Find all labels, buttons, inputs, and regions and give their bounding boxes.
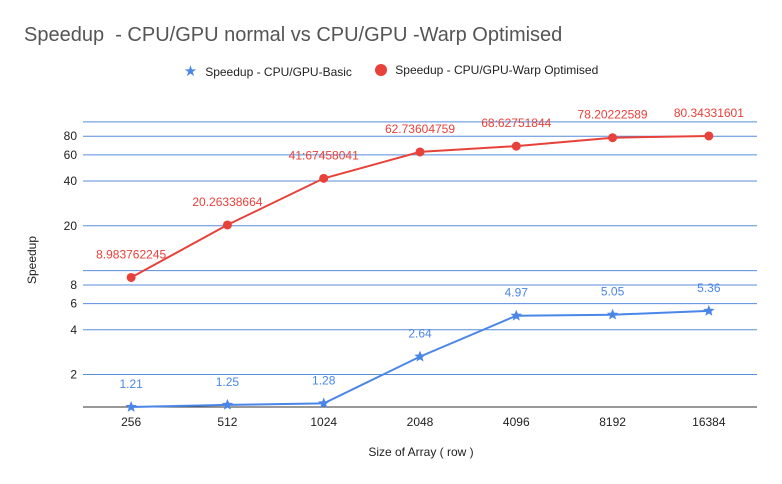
data-label: 1.25 bbox=[216, 375, 240, 389]
data-label: 2.64 bbox=[408, 327, 432, 341]
data-label: 1.21 bbox=[119, 377, 143, 391]
legend-label-warp: Speedup - CPU/GPU-Warp Optimised bbox=[395, 63, 599, 77]
data-point-star bbox=[606, 308, 619, 320]
data-point-star bbox=[221, 398, 234, 410]
data-point-circle bbox=[704, 131, 714, 141]
data-labels: 1.21 1.25 1.28 2.64 4.97 5.05 5.36 8.983762245 2… bbox=[96, 106, 744, 391]
data-label: 68:62751844 bbox=[481, 116, 551, 130]
circle-icon bbox=[375, 64, 388, 76]
data-label: 62.73604759 bbox=[385, 122, 455, 136]
y-tick-label: 2 bbox=[70, 368, 77, 382]
x-tick-label: 512 bbox=[217, 415, 237, 429]
data-label: 8.983762245 bbox=[96, 247, 166, 261]
data-point-circle bbox=[222, 220, 232, 230]
x-tick-label: 1024 bbox=[310, 415, 337, 429]
gridlines bbox=[83, 121, 757, 408]
x-axis-ticks: 256 512 1024 2048 4096 8192 16384 bbox=[121, 415, 726, 429]
data-point-circle bbox=[415, 147, 425, 157]
data-label: 41:67458041 bbox=[289, 148, 359, 162]
data-point-star bbox=[414, 350, 426, 362]
data-point-circle bbox=[608, 133, 618, 143]
x-tick-label: 2048 bbox=[407, 415, 434, 429]
data-point-circle bbox=[126, 272, 136, 282]
data-label: 5.36 bbox=[697, 281, 721, 295]
y-tick-label: 80 bbox=[64, 129, 78, 143]
data-point-star bbox=[318, 397, 330, 409]
y-tick-label: 40 bbox=[64, 174, 78, 188]
data-label: 4.97 bbox=[505, 286, 529, 300]
data-label: 78.20222589 bbox=[578, 108, 648, 122]
data-label: 1.28 bbox=[312, 373, 336, 387]
data-point-circle bbox=[511, 141, 521, 151]
x-tick-label: 8192 bbox=[599, 415, 626, 429]
data-label: 5.05 bbox=[601, 285, 625, 299]
data-point-star bbox=[510, 309, 522, 321]
data-point-circle bbox=[319, 173, 329, 183]
legend-label-basic: Speedup - CPU/GPU-Basic bbox=[205, 65, 352, 79]
y-tick-label: 8 bbox=[70, 278, 77, 292]
x-tick-label: 256 bbox=[121, 415, 141, 429]
data-point-star bbox=[703, 304, 715, 316]
chart-title: Speedup - CPU/GPU normal vs CPU/GPU -War… bbox=[24, 24, 563, 46]
data-label: 80.34331601 bbox=[674, 106, 744, 120]
data-point-star bbox=[125, 401, 137, 412]
x-axis-title: Size of Array ( row ) bbox=[368, 445, 473, 459]
y-axis-ticks: 2 4 6 8 20 40 60 80 bbox=[64, 129, 78, 381]
legend-item-warp: Speedup - CPU/GPU-Warp Optimised bbox=[375, 63, 598, 77]
y-tick-label: 20 bbox=[64, 219, 78, 233]
y-tick-label: 6 bbox=[70, 297, 77, 311]
legend-item-basic: ★ Speedup - CPU/GPU-Basic bbox=[183, 63, 352, 80]
y-tick-label: 4 bbox=[70, 323, 77, 337]
y-tick-label: 60 bbox=[64, 148, 78, 162]
series-layer bbox=[125, 131, 715, 412]
y-axis-title: Speedup bbox=[25, 236, 39, 284]
legend: ★ Speedup - CPU/GPU-Basic Speedup - CPU/… bbox=[0, 63, 782, 79]
x-tick-label: 16384 bbox=[692, 415, 726, 429]
x-tick-label: 4096 bbox=[503, 415, 530, 429]
star-icon: ★ bbox=[183, 63, 198, 80]
data-label: 20.26338664 bbox=[192, 195, 262, 209]
